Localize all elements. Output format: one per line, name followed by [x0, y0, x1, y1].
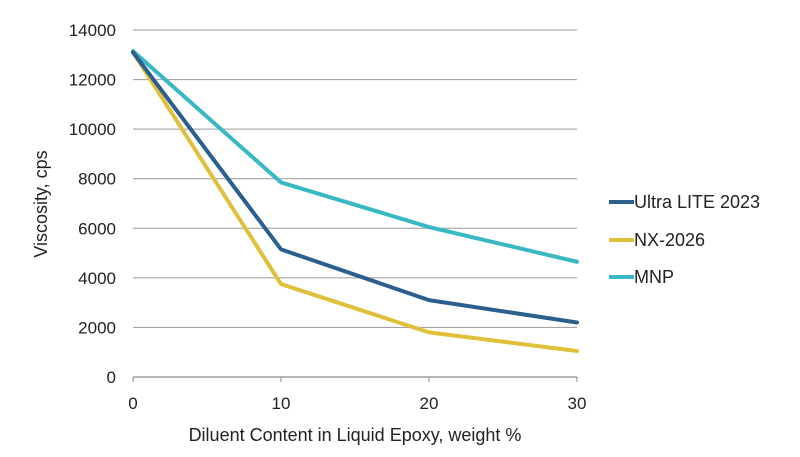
y-tick-labels: 0 2000 4000 6000 8000 10000 12000 14000	[69, 21, 116, 387]
x-tick-label: 20	[420, 394, 439, 413]
y-tick-label: 6000	[78, 219, 116, 238]
gridlines	[133, 29, 577, 328]
y-tick-label: 10000	[69, 120, 116, 139]
y-tick-label: 0	[107, 368, 116, 387]
x-tick-labels: 0 10 20 30	[128, 394, 586, 413]
y-axis-title: Viscosity, cps	[31, 150, 51, 257]
legend: Ultra LITE 2023 NX-2026 MNP	[609, 192, 760, 287]
series-line-mnp	[131, 49, 579, 264]
x-tick-label: 0	[128, 394, 137, 413]
y-tick-label: 12000	[69, 71, 116, 90]
legend-item: NX-2026	[609, 230, 705, 250]
x-tick-label: 30	[568, 394, 587, 413]
y-tick-label: 4000	[78, 269, 116, 288]
y-tick-label: 14000	[69, 21, 116, 40]
x-axis-title: Diluent Content in Liquid Epoxy, weight …	[189, 425, 522, 445]
legend-item: MNP	[609, 267, 674, 287]
y-tick-label: 8000	[78, 170, 116, 189]
x-tick-label: 10	[272, 394, 291, 413]
legend-item: Ultra LITE 2023	[609, 192, 760, 212]
series-line-nx-2026	[131, 50, 579, 353]
legend-label: MNP	[634, 267, 674, 287]
legend-label: Ultra LITE 2023	[634, 192, 760, 212]
legend-label: NX-2026	[634, 230, 705, 250]
series-lines	[131, 49, 579, 353]
series-line-ultra-lite-2023	[131, 50, 579, 325]
axes	[132, 376, 578, 382]
y-tick-label: 2000	[78, 318, 116, 337]
